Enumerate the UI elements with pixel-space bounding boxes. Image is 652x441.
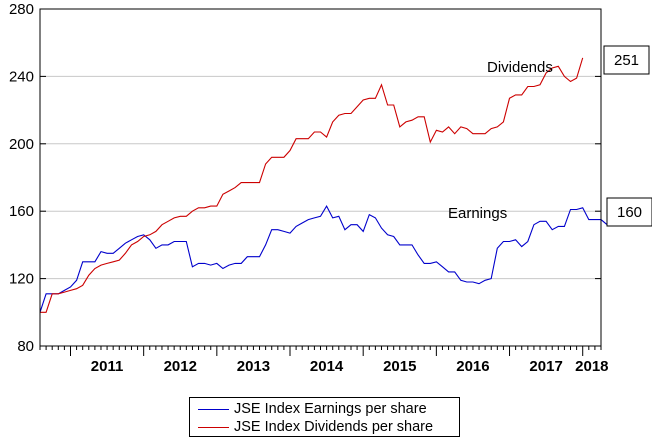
x-tick-label: 2011	[91, 358, 124, 375]
legend-item-earnings: JSE Index Earnings per share	[198, 400, 427, 418]
legend-label-dividends: JSE Index Dividends per share	[234, 419, 434, 435]
gridlines	[40, 75, 601, 280]
series-lines	[39, 57, 614, 313]
legend-item-dividends: JSE Index Dividends per share	[198, 418, 433, 436]
x-tick-label: 2017	[529, 358, 562, 375]
legend-swatch-earnings	[198, 408, 229, 410]
dividends-end-value: 251	[614, 52, 639, 69]
legend-label-earnings: JSE Index Earnings per share	[234, 401, 427, 417]
legend: JSE Index Earnings per share JSE Index D…	[189, 397, 460, 437]
x-tick-label: 2013	[237, 358, 270, 375]
x-tick-label: 2014	[310, 358, 344, 375]
dividends-end-value-box: 251	[603, 45, 650, 75]
x-tick-label: 2016	[456, 358, 489, 375]
earnings-series-line	[39, 204, 614, 313]
axes: 80 120 160 200 240 280 2011 2012 2013 2014 2015 201…	[9, 1, 609, 375]
earnings-annotation: Earnings	[448, 205, 507, 222]
dividends-annotation: Dividends	[487, 59, 553, 76]
y-tick-label: 160	[9, 203, 34, 220]
y-tick-label: 280	[9, 1, 34, 18]
x-tick-label: 2015	[383, 358, 416, 375]
legend-swatch-dividends	[198, 426, 229, 428]
y-tick-label: 200	[9, 136, 34, 153]
dividends-series-line	[40, 57, 584, 313]
earnings-end-value: 160	[617, 204, 642, 221]
earnings-end-value-box: 160	[606, 197, 652, 227]
x-tick-label: 2018	[575, 358, 608, 375]
y-tick-label: 240	[9, 68, 34, 85]
y-tick-label: 120	[9, 271, 34, 288]
y-tick-label: 80	[17, 338, 34, 355]
x-tick-label: 2012	[164, 358, 197, 375]
